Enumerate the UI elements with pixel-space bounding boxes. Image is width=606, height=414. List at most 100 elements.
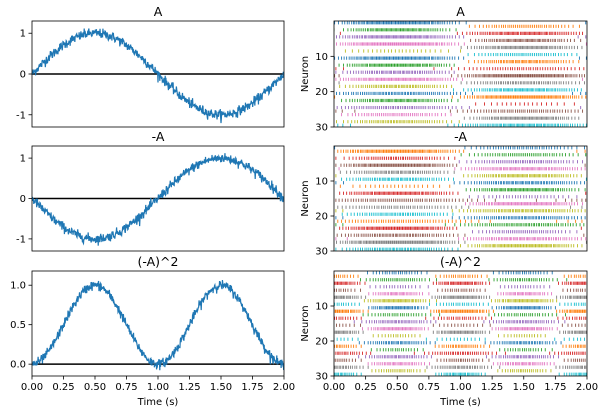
neuron-22-spikes (334, 344, 586, 348)
neuron-15-spikes (468, 195, 578, 199)
x-axis-label: Time (s) (439, 397, 481, 408)
subplot-1: A -1 0 1 (16, 4, 285, 128)
neuron-19-spikes (335, 209, 586, 213)
spike-train (334, 351, 586, 355)
neuron-4-spikes (334, 281, 587, 285)
subplot-5: (-A)^2 0.0 0.5 1.0 0.00 0.25 0.50 0.75 1.00 1.25 1… (10, 254, 295, 408)
neuron-16-spikes (334, 74, 585, 78)
neuron-1-spikes (334, 146, 585, 150)
neuron-25-spikes (472, 230, 578, 234)
y-tick-label: 30 (315, 247, 328, 258)
subplot-2: A 10 20 30 Neuron (300, 4, 588, 134)
neuron-9-spikes (335, 174, 582, 178)
signal-line (32, 279, 284, 371)
spike-train (460, 153, 587, 157)
neuron-11-spikes (334, 56, 587, 60)
spike-train (334, 95, 587, 99)
x-tick-label: 1.75 (544, 382, 566, 393)
neuron-20-spikes (341, 212, 454, 216)
spike-train (339, 170, 455, 174)
neuron-29-spikes (336, 120, 460, 124)
spike-train (338, 167, 586, 171)
axes-frame (333, 145, 588, 252)
spike-train (336, 233, 585, 237)
neuron-21-spikes (358, 341, 562, 345)
neuron-14-spikes (335, 67, 585, 71)
x-tick-label: 0.25 (354, 382, 376, 393)
y-tick-label: 1 (20, 29, 26, 40)
spike-train (334, 21, 587, 25)
neuron-29-spikes (460, 244, 583, 248)
neuron-13-spikes (465, 188, 586, 192)
neuron-4-spikes (335, 156, 456, 160)
spike-train (465, 202, 584, 206)
plot-area (32, 153, 284, 246)
neuron-30-spikes (335, 247, 459, 251)
neuron-6-spikes (470, 38, 582, 43)
spike-train (344, 49, 461, 53)
spike-train (336, 35, 587, 39)
spike-train (362, 313, 566, 317)
spike-train (334, 56, 587, 60)
y-tick-label: 10 (315, 177, 328, 188)
y-tick-label: 0.0 (10, 360, 26, 371)
neuron-24-spikes (334, 351, 586, 355)
neuron-20-spikes (334, 337, 585, 341)
spike-train (465, 188, 586, 192)
neuron-7-spikes (368, 292, 553, 296)
spike-train (335, 247, 459, 251)
spike-train (367, 362, 555, 366)
neuron-21-spikes (335, 216, 586, 220)
spike-train (353, 320, 566, 324)
x-tick-label: 1.50 (210, 382, 232, 393)
neuron-27-spikes (335, 237, 587, 241)
spike-train (372, 334, 546, 338)
y-axis-label: Neuron (300, 305, 311, 341)
neuron-15-spikes (353, 320, 566, 324)
spike-train (341, 177, 587, 181)
spike-train (334, 281, 587, 285)
y-tick-label: 1.0 (10, 281, 26, 292)
y-axis-label: Neuron (300, 180, 311, 216)
subplot-title: A (456, 4, 465, 19)
spike-train (341, 212, 454, 216)
subplot-title: -A (454, 129, 467, 144)
spike-train (334, 372, 587, 376)
neuron-5-spikes (336, 35, 587, 39)
neuron-14-spikes (339, 191, 587, 195)
x-tick-label: 1.25 (481, 382, 503, 393)
spike-train (339, 84, 453, 88)
neuron-30-spikes (334, 372, 587, 376)
neuron-1-spikes (367, 271, 553, 275)
neuron-2-spikes (334, 274, 586, 278)
x-tick-label: 1.25 (178, 382, 200, 393)
subplot-title: (-A)^2 (138, 254, 179, 269)
spike-train (334, 146, 585, 150)
spike-train (335, 223, 585, 227)
x-tick-label: 0.50 (84, 382, 106, 393)
neuron-24-spikes (334, 226, 582, 230)
axes-frame (31, 270, 285, 377)
neuron-7-spikes (338, 167, 586, 171)
x-tick-label: 0.50 (386, 382, 408, 393)
spike-train (334, 274, 586, 278)
spike-train (338, 81, 585, 85)
plot-area (334, 271, 587, 376)
spike-train (334, 344, 586, 348)
spike-train (336, 105, 582, 110)
spike-train (337, 219, 583, 223)
spike-train (458, 160, 584, 164)
neuron-20-spikes (453, 88, 582, 92)
subplot-title: (-A)^2 (440, 254, 481, 269)
subplot-title: -A (152, 129, 165, 144)
neuron-11-spikes (368, 306, 556, 310)
y-axis-label: Neuron (300, 56, 311, 92)
neuron-27-spikes (341, 113, 452, 117)
neuron-26-spikes (336, 233, 585, 237)
spike-train (338, 63, 455, 67)
y-tick-label: 0 (20, 194, 26, 205)
neuron-4-spikes (339, 31, 584, 35)
neuron-18-spikes (337, 205, 583, 209)
spike-train (339, 184, 451, 188)
